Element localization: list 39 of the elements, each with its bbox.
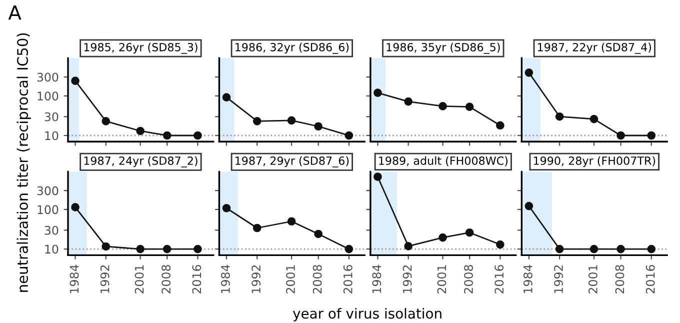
chart-title: 1987, 24yr (SD87_2) — [84, 156, 198, 168]
chart-title: 1987, 29yr (SD87_6) — [236, 156, 349, 168]
x-tick-label: 2016 — [494, 264, 504, 294]
x-tick-label: 2001 — [437, 265, 446, 294]
chart-title: 1986, 32yr (SD86_6) — [236, 42, 349, 54]
y-tick-label: 100 — [38, 205, 58, 214]
x-tick-label: 2001 — [588, 265, 598, 294]
y-tick-label: 30 — [44, 112, 58, 122]
y-axis-title: neutralization titer (reciprocal IC50) — [16, 33, 31, 292]
x-tick-label: 1984 — [372, 264, 382, 293]
x-tick-label: 1992 — [402, 265, 412, 293]
chart-title: 1985, 26yr (SD85_3) — [84, 42, 198, 54]
x-tick-label: 2008 — [312, 265, 322, 294]
y-tick-label: 10 — [45, 131, 58, 140]
chart-title: 1987, 22yr (SD87_4) — [538, 42, 652, 54]
x-tick-label: 2008 — [162, 265, 171, 294]
chart-title: 1986, 35yr (SD86_5) — [386, 42, 500, 54]
y-tick-label: 300 — [37, 72, 58, 82]
x-tick-label: 2016 — [192, 264, 202, 294]
x-tick-label: 1992 — [252, 265, 261, 293]
y-tick-label: 10 — [45, 244, 58, 254]
x-tick-label: 1992 — [554, 265, 563, 293]
x-axis-title: year of virus isolation — [292, 308, 442, 322]
y-tick-label: 300 — [37, 186, 58, 196]
x-tick-label: 1992 — [100, 265, 110, 293]
x-tick-label: 2016 — [343, 264, 352, 294]
y-tick-label: 30 — [44, 226, 58, 235]
x-tick-label: 1984 — [523, 264, 532, 293]
text: A — [8, 5, 22, 20]
y-tick-label: 100 — [38, 92, 58, 101]
x-tick-label: 2008 — [615, 265, 624, 294]
x-tick-label: 2008 — [464, 265, 473, 294]
chart-title: 1990, 28yr (FH007TR) — [534, 156, 656, 168]
x-tick-label: 2001 — [134, 265, 144, 294]
x-tick-label: 2001 — [286, 265, 295, 294]
x-tick-label: 2016 — [646, 264, 655, 294]
chart-title: 1989, adult (FH008WC) — [379, 156, 508, 166]
x-tick-label: 1984 — [70, 264, 79, 293]
x-tick-label: 1984 — [220, 264, 230, 293]
